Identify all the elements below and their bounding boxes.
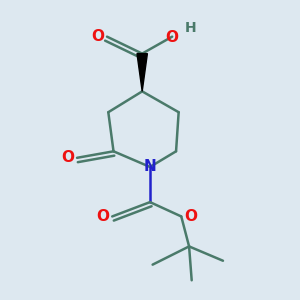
Polygon shape	[137, 54, 147, 92]
Text: H: H	[184, 20, 196, 34]
Text: N: N	[144, 159, 156, 174]
Text: O: O	[185, 209, 198, 224]
Text: O: O	[166, 31, 178, 46]
Text: O: O	[96, 209, 109, 224]
Text: O: O	[92, 29, 104, 44]
Text: O: O	[61, 150, 74, 165]
